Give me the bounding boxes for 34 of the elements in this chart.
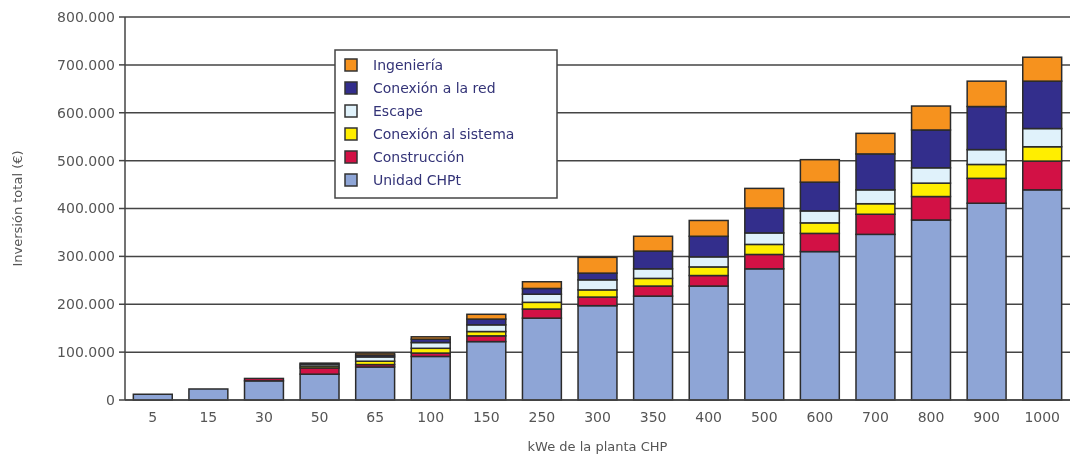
legend-label: Conexión al sistema — [373, 125, 515, 142]
x-tick-label: 400 — [695, 409, 723, 425]
y-axis-title: Inversión total (€) — [10, 150, 25, 267]
x-tick-label: 65 — [366, 409, 385, 425]
x-tick-label: 15 — [199, 409, 218, 425]
x-tick-label: 700 — [862, 409, 889, 425]
legend-label: Escape — [373, 102, 423, 119]
x-tick-label: 5 — [148, 409, 158, 425]
x-tick-label: 300 — [584, 409, 611, 425]
y-tick-label: 800.000 — [57, 8, 115, 25]
x-tick-label: 500 — [750, 409, 778, 425]
y-tick-label: 100.000 — [57, 344, 115, 361]
x-tick-label: 1000 — [1024, 409, 1061, 425]
x-tick-label: 600 — [806, 409, 834, 425]
y-tick-label: 700.000 — [57, 56, 115, 73]
legend-label: Construcción — [373, 148, 465, 165]
y-tick-label: 0 — [106, 391, 115, 408]
x-tick-label: 150 — [472, 409, 500, 425]
x-tick-label: 30 — [255, 409, 273, 425]
x-tick-label: 100 — [417, 409, 445, 425]
y-tick-label: 200.000 — [57, 296, 115, 313]
x-tick-label: 800 — [917, 409, 945, 425]
legend-label: Unidad CHPt — [373, 171, 462, 188]
legend-label: Ingeniería — [373, 56, 444, 73]
x-tick-label: 50 — [310, 409, 329, 425]
y-tick-label: 600.000 — [57, 104, 115, 121]
x-tick-label: 900 — [973, 409, 1000, 425]
x-tick-label: 250 — [528, 409, 556, 425]
x-axis-title: kWe de la planta CHP — [527, 439, 668, 454]
y-tick-label: 500.000 — [57, 152, 115, 169]
legend-label: Conexión a la red — [373, 79, 496, 96]
y-tick-label: 300.000 — [57, 248, 115, 265]
y-tick-label: 400.000 — [57, 200, 115, 217]
x-tick-label: 350 — [639, 409, 667, 425]
